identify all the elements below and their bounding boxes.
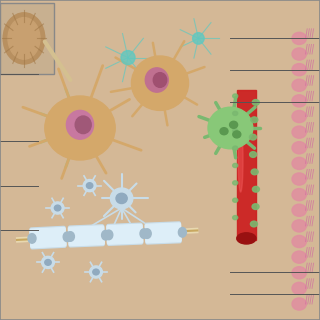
Ellipse shape (86, 183, 93, 188)
Ellipse shape (143, 229, 151, 238)
FancyBboxPatch shape (68, 225, 104, 247)
Ellipse shape (90, 266, 102, 278)
Ellipse shape (250, 152, 257, 157)
Ellipse shape (251, 169, 258, 175)
Ellipse shape (292, 267, 307, 279)
Ellipse shape (67, 110, 94, 139)
Ellipse shape (45, 96, 115, 160)
FancyBboxPatch shape (30, 227, 66, 249)
Ellipse shape (145, 68, 168, 92)
Ellipse shape (45, 260, 51, 265)
Ellipse shape (292, 48, 307, 60)
Ellipse shape (193, 33, 204, 44)
FancyBboxPatch shape (145, 222, 181, 244)
Ellipse shape (292, 282, 307, 294)
Ellipse shape (292, 95, 307, 107)
Ellipse shape (220, 128, 228, 135)
Ellipse shape (292, 220, 307, 232)
Ellipse shape (233, 216, 238, 220)
Ellipse shape (252, 204, 259, 210)
Ellipse shape (8, 18, 40, 59)
Ellipse shape (110, 188, 133, 209)
Ellipse shape (292, 188, 307, 201)
Ellipse shape (249, 134, 256, 140)
Ellipse shape (153, 73, 167, 87)
Ellipse shape (83, 180, 96, 192)
Ellipse shape (251, 221, 258, 227)
Ellipse shape (238, 128, 243, 192)
Ellipse shape (140, 229, 148, 238)
Ellipse shape (292, 298, 307, 310)
Ellipse shape (292, 251, 307, 263)
Ellipse shape (233, 129, 238, 133)
Ellipse shape (251, 117, 258, 123)
Ellipse shape (233, 94, 238, 98)
Ellipse shape (292, 79, 307, 91)
Ellipse shape (233, 146, 238, 150)
Ellipse shape (75, 116, 91, 134)
Polygon shape (237, 90, 256, 240)
Ellipse shape (233, 198, 238, 202)
Ellipse shape (54, 205, 61, 211)
Ellipse shape (233, 131, 241, 138)
Ellipse shape (121, 51, 135, 65)
Ellipse shape (292, 64, 307, 76)
Ellipse shape (237, 233, 256, 244)
Ellipse shape (63, 232, 71, 242)
Ellipse shape (233, 111, 238, 116)
FancyBboxPatch shape (30, 228, 66, 248)
FancyBboxPatch shape (107, 224, 143, 244)
Ellipse shape (292, 204, 307, 216)
Ellipse shape (292, 173, 307, 185)
Ellipse shape (179, 228, 186, 237)
Ellipse shape (3, 13, 45, 64)
FancyBboxPatch shape (68, 226, 104, 246)
Ellipse shape (292, 32, 307, 44)
Ellipse shape (292, 236, 307, 248)
Ellipse shape (252, 100, 259, 105)
Ellipse shape (42, 256, 54, 268)
Ellipse shape (233, 164, 238, 168)
Ellipse shape (93, 269, 99, 275)
Ellipse shape (292, 126, 307, 138)
FancyBboxPatch shape (107, 223, 143, 245)
Ellipse shape (233, 181, 238, 185)
Ellipse shape (28, 234, 36, 243)
FancyBboxPatch shape (0, 3, 54, 74)
Ellipse shape (116, 193, 127, 204)
Ellipse shape (51, 202, 64, 214)
Ellipse shape (67, 232, 75, 241)
Ellipse shape (292, 157, 307, 170)
Ellipse shape (252, 186, 260, 192)
Ellipse shape (292, 110, 307, 123)
Ellipse shape (230, 121, 238, 128)
Ellipse shape (102, 230, 110, 240)
Ellipse shape (132, 56, 188, 110)
Ellipse shape (292, 142, 307, 154)
Ellipse shape (208, 107, 253, 149)
Ellipse shape (105, 230, 113, 240)
FancyBboxPatch shape (145, 223, 181, 243)
